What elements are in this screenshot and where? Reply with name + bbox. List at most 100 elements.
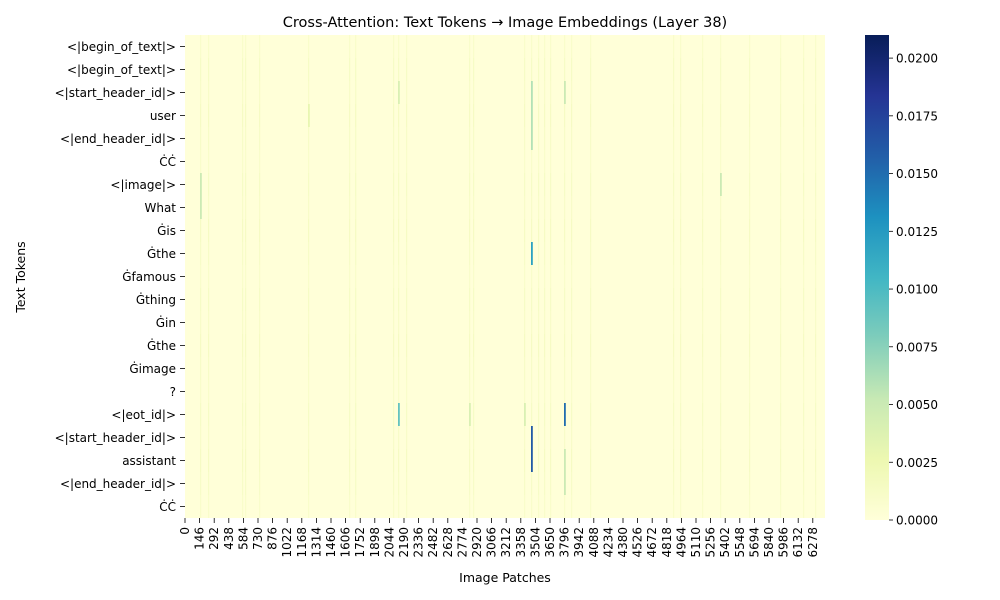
faint-column-cell: [242, 357, 244, 380]
faint-column-cell: [200, 219, 202, 242]
faint-column-cell: [469, 127, 471, 150]
x-tick-label: 292: [207, 527, 221, 550]
faint-column-cell: [720, 127, 722, 150]
faint-column-cell: [524, 127, 526, 150]
faint-column-cell: [749, 472, 751, 495]
faint-column-cell: [406, 265, 408, 288]
faint-column-cell: [680, 81, 682, 104]
x-tick-label: 6132: [791, 527, 805, 558]
faint-column-cell: [473, 334, 475, 357]
faint-column-cell: [550, 403, 552, 426]
faint-column-cell: [702, 196, 704, 219]
faint-column-cell: [349, 403, 351, 426]
faint-column-cell: [538, 196, 540, 219]
faint-column-cell: [524, 380, 526, 403]
faint-column-cell: [259, 219, 261, 242]
faint-column-cell: [720, 81, 722, 104]
faint-column-cell: [544, 58, 546, 81]
faint-column-cell: [349, 127, 351, 150]
faint-column-cell: [355, 196, 357, 219]
faint-column-cell: [398, 495, 400, 518]
x-tick-label: 5694: [747, 527, 761, 558]
faint-column-cell: [803, 288, 805, 311]
faint-column-cell: [208, 288, 210, 311]
faint-column-cell: [245, 357, 247, 380]
faint-column-cell: [749, 150, 751, 173]
faint-column-cell: [803, 403, 805, 426]
y-tick-label: ĊĊ: [159, 498, 176, 514]
x-tick-label: 3650: [543, 527, 557, 558]
faint-column-cell: [469, 196, 471, 219]
faint-column-cell: [355, 357, 357, 380]
faint-column-cell: [680, 311, 682, 334]
faint-column-cell: [245, 265, 247, 288]
faint-column-cell: [538, 242, 540, 265]
attention-cell: [524, 403, 526, 426]
attention-cell: [564, 403, 566, 426]
faint-column-cell: [473, 242, 475, 265]
faint-column-cell: [571, 426, 573, 449]
faint-column-cell: [815, 58, 817, 81]
faint-column-cell: [349, 334, 351, 357]
faint-column-cell: [208, 219, 210, 242]
faint-column-cell: [259, 426, 261, 449]
faint-column-cell: [469, 426, 471, 449]
faint-column-cell: [308, 242, 310, 265]
faint-column-cell: [208, 150, 210, 173]
faint-column-cell: [780, 403, 782, 426]
faint-column-cell: [803, 127, 805, 150]
faint-column-cell: [355, 58, 357, 81]
attention-cell: [531, 242, 533, 265]
chart-title: Cross-Attention: Text Tokens → Image Emb…: [283, 15, 727, 31]
faint-column-cell: [538, 173, 540, 196]
faint-column-cell: [524, 242, 526, 265]
faint-column-cell: [242, 196, 244, 219]
x-tick-label: 1022: [280, 527, 294, 558]
faint-column-cell: [571, 334, 573, 357]
attention-cell: [720, 173, 722, 196]
faint-column-cell: [398, 357, 400, 380]
attention-cell: [531, 127, 533, 150]
faint-column-cell: [200, 311, 202, 334]
x-tick-label: 2482: [426, 527, 440, 558]
faint-column-cell: [590, 288, 592, 311]
faint-column-cell: [780, 472, 782, 495]
faint-column-cell: [406, 426, 408, 449]
faint-column-cell: [564, 334, 566, 357]
faint-column-cell: [564, 495, 566, 518]
faint-column-cell: [524, 495, 526, 518]
faint-column-cell: [355, 150, 357, 173]
faint-column-cell: [208, 104, 210, 127]
x-tick-label: 438: [222, 527, 236, 550]
faint-column-cell: [473, 173, 475, 196]
faint-column-cell: [815, 472, 817, 495]
faint-column-cell: [550, 426, 552, 449]
faint-column-cell: [749, 127, 751, 150]
faint-column-cell: [680, 35, 682, 58]
faint-column-cell: [564, 242, 566, 265]
faint-column-cell: [393, 104, 395, 127]
faint-column-cell: [564, 288, 566, 311]
faint-column-cell: [524, 311, 526, 334]
faint-column-cell: [524, 58, 526, 81]
faint-column-cell: [245, 380, 247, 403]
faint-column-cell: [393, 403, 395, 426]
faint-column-cell: [524, 173, 526, 196]
faint-column-cell: [473, 449, 475, 472]
faint-column-cell: [393, 472, 395, 495]
faint-column-cell: [544, 495, 546, 518]
faint-column-cell: [531, 334, 533, 357]
faint-column-cell: [355, 426, 357, 449]
faint-column-cell: [564, 173, 566, 196]
faint-column-cell: [355, 334, 357, 357]
faint-column-cell: [308, 403, 310, 426]
faint-column-cell: [349, 357, 351, 380]
x-axis-label: Image Patches: [459, 570, 551, 585]
faint-column-cell: [538, 265, 540, 288]
faint-column-cell: [544, 81, 546, 104]
faint-column-cell: [208, 426, 210, 449]
y-tick-label: Ġin: [156, 314, 176, 330]
faint-column-cell: [393, 173, 395, 196]
x-tick-label: 1314: [309, 527, 323, 558]
faint-column-cell: [524, 449, 526, 472]
